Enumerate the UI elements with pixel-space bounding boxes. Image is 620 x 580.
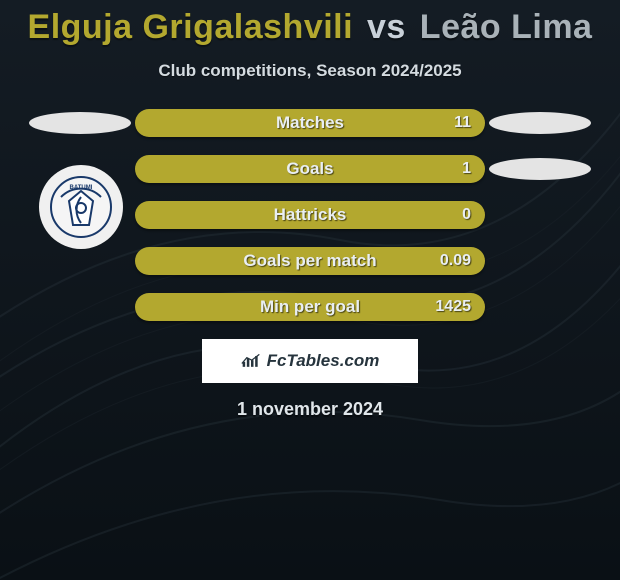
stat-label: Hattricks: [135, 201, 485, 229]
stat-row: BATUMI Goals 1: [0, 155, 620, 183]
stat-bar: Matches 11: [135, 109, 485, 137]
stat-bar: Hattricks 0: [135, 201, 485, 229]
stats-table: Matches 11 BATUMI: [0, 109, 620, 321]
stat-value: 1425: [435, 293, 471, 321]
subtitle: Club competitions, Season 2024/2025: [0, 61, 620, 81]
vs-text: vs: [367, 8, 406, 46]
stat-bar: Goals 1: [135, 155, 485, 183]
stat-row: Goals per match 0.09: [0, 247, 620, 275]
club-crest-icon: BATUMI: [49, 175, 113, 239]
stat-value: 0: [462, 201, 471, 229]
stat-bar: Min per goal 1425: [135, 293, 485, 321]
stat-label: Min per goal: [135, 293, 485, 321]
right-marker: [485, 112, 595, 134]
stat-value: 11: [454, 109, 471, 137]
player2-ellipse-icon: [489, 158, 591, 180]
player2-ellipse-icon: [489, 112, 591, 134]
svg-text:BATUMI: BATUMI: [70, 185, 93, 191]
player2-name: Leão Lima: [420, 8, 593, 46]
player1-name: Elguja Grigalashvili: [28, 8, 354, 46]
stat-row: Min per goal 1425: [0, 293, 620, 321]
stat-row: Matches 11: [0, 109, 620, 137]
left-marker: [25, 112, 135, 134]
stat-value: 1: [462, 155, 471, 183]
player1-ellipse-icon: [29, 112, 131, 134]
date-text: 1 november 2024: [0, 399, 620, 420]
right-marker: [485, 158, 595, 180]
comparison-title: Elguja Grigalashvili vs Leão Lima: [0, 0, 620, 47]
stat-label: Goals: [135, 155, 485, 183]
stat-label: Matches: [135, 109, 485, 137]
watermark: FcTables.com: [202, 339, 418, 383]
watermark-text: FcTables.com: [267, 351, 380, 371]
stat-value: 0.09: [440, 247, 471, 275]
player1-club-logo: BATUMI: [39, 165, 123, 249]
stat-label: Goals per match: [135, 247, 485, 275]
bar-chart-icon: [241, 353, 261, 369]
stat-bar: Goals per match 0.09: [135, 247, 485, 275]
